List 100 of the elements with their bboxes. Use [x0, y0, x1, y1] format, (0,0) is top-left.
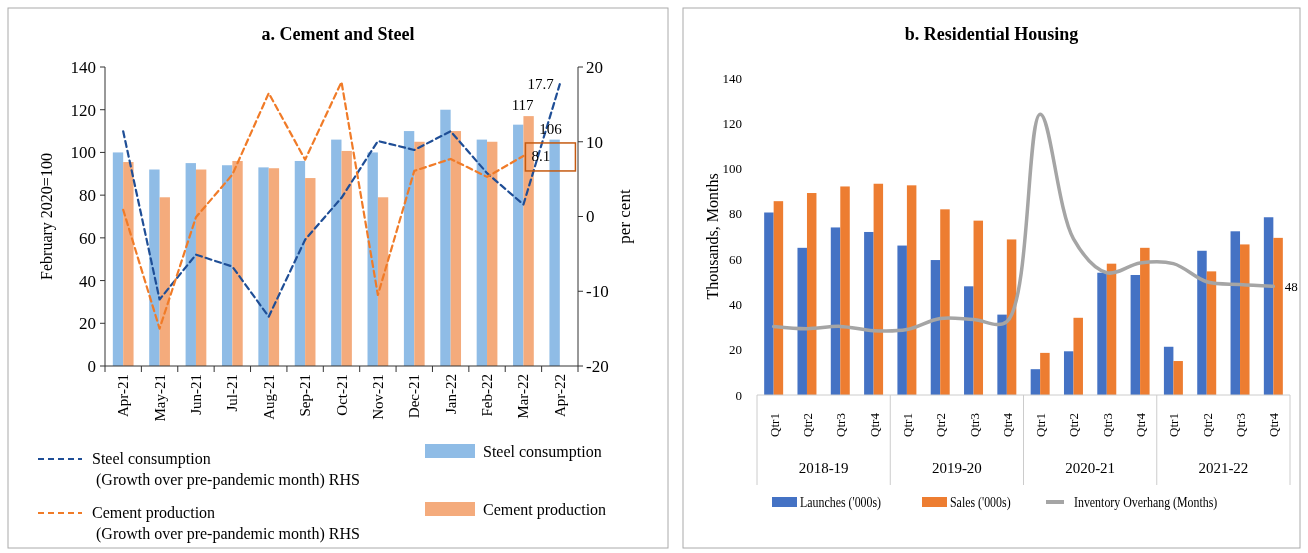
bar	[232, 160, 243, 366]
x-tick-label: Qtr1	[766, 413, 782, 437]
x-tick-label: Qtr4	[866, 412, 882, 437]
x-tick-label: Qtr3	[966, 413, 982, 437]
y2-axis-title: per cent	[615, 189, 634, 244]
legend-label: Launches ('000s)	[800, 494, 882, 511]
x-tick-label: Qtr3	[1233, 413, 1249, 437]
x-tick-label: Qtr1	[1033, 413, 1049, 437]
y-tick-label: 100	[722, 161, 742, 177]
bar	[513, 124, 524, 366]
y-tick-label: 20	[729, 342, 742, 358]
bar	[1163, 346, 1174, 395]
x-tick-label: May-21	[151, 374, 168, 422]
bar	[1273, 237, 1283, 395]
chart-title: a. Cement and Steel	[261, 24, 415, 44]
bar	[1097, 272, 1107, 395]
bar	[797, 247, 807, 395]
y-tick-label: 40	[79, 271, 96, 291]
x-tick-label: Apr-22	[551, 374, 568, 418]
y-axis-title: February 2020=100	[38, 153, 56, 280]
legend-label: Cement production	[483, 501, 607, 519]
bar	[1106, 263, 1117, 395]
bar	[112, 152, 124, 366]
bar	[149, 169, 160, 366]
bar	[906, 185, 917, 395]
bar	[840, 186, 850, 395]
x-tick-label: Qtr1	[1166, 413, 1182, 437]
y2-tick-label: 20	[586, 57, 603, 77]
bar	[997, 314, 1007, 395]
x-tick-label: Oct-21	[333, 374, 350, 416]
bar	[403, 131, 415, 366]
x-tick-label: Feb-22	[479, 374, 496, 417]
bar	[940, 209, 950, 395]
y-tick-label: 60	[729, 251, 742, 267]
y-tick-label: 40	[729, 296, 742, 312]
bar	[897, 245, 907, 395]
bar	[159, 197, 170, 366]
bar	[377, 197, 389, 366]
bar	[331, 139, 342, 366]
bar	[523, 116, 534, 366]
bar	[1030, 369, 1041, 395]
text: 2019-20	[931, 460, 982, 476]
x-tick-label: Jun-21	[187, 374, 204, 415]
y-tick-label: 120	[70, 100, 96, 120]
bar	[487, 141, 498, 366]
x-tick-label: Qtr3	[833, 413, 849, 437]
bar	[305, 178, 316, 366]
y2-tick-label: 10	[586, 132, 603, 152]
x-tick-label: Qtr1	[899, 413, 915, 437]
bar	[873, 183, 884, 395]
legend-label: Cement production (Growth over pre-pandemic month) RHS	[92, 504, 360, 543]
x-tick-label: Qtr4	[999, 412, 1015, 437]
y-tick-label: 140	[722, 70, 742, 86]
bar	[450, 131, 462, 366]
bar	[1230, 231, 1241, 395]
x-tick-label: Mar-22	[515, 374, 532, 419]
legend-label: Inventory Overhang (Months)	[1074, 494, 1218, 511]
y-tick-label: 20	[79, 314, 96, 334]
bar	[1206, 271, 1217, 395]
y2-tick-label: -10	[586, 282, 609, 302]
bar	[1063, 351, 1074, 395]
bar	[1130, 274, 1141, 395]
bar	[367, 152, 378, 366]
bar	[864, 231, 874, 395]
legend-label: Sales ('000s)	[950, 494, 1011, 511]
y-tick-label: 100	[70, 143, 96, 163]
bar	[1073, 317, 1083, 395]
bar	[1240, 244, 1250, 395]
x-tick-label: Qtr4	[1266, 412, 1282, 437]
y-axis-title: Thousands, Months	[704, 173, 721, 300]
bar	[964, 286, 974, 395]
bar	[806, 193, 817, 395]
bar	[773, 201, 784, 395]
x-tick-label: Qtr2	[799, 413, 815, 437]
bar	[258, 167, 269, 366]
data-label: 106	[539, 120, 563, 137]
y2-tick-label: 0	[586, 207, 595, 227]
y-tick-label: 120	[722, 115, 742, 131]
bar	[440, 109, 451, 366]
legend-label: Steel consumption (Growth over pre-pandemic month) RHS	[92, 450, 360, 489]
bar	[294, 160, 306, 366]
data-label: 17.7	[527, 76, 555, 93]
x-tick-label: Qtr3	[1099, 413, 1115, 437]
data-label: 117	[511, 97, 535, 114]
bar	[1140, 247, 1150, 395]
bar	[414, 141, 425, 366]
text: 2018-19	[798, 460, 849, 476]
y-tick-label: 0	[87, 356, 96, 376]
bar	[1263, 217, 1274, 395]
bar	[1197, 250, 1207, 395]
x-tick-label: Jul-21	[224, 374, 241, 412]
bar	[221, 165, 233, 366]
bar	[549, 139, 560, 366]
bar	[195, 169, 207, 366]
y2-tick-label: -20	[586, 356, 609, 376]
x-tick-label: Qtr2	[1199, 413, 1215, 437]
legend-label: Steel consumption	[483, 443, 602, 461]
bar	[830, 227, 841, 395]
bar	[268, 168, 280, 366]
bar	[1040, 352, 1050, 395]
